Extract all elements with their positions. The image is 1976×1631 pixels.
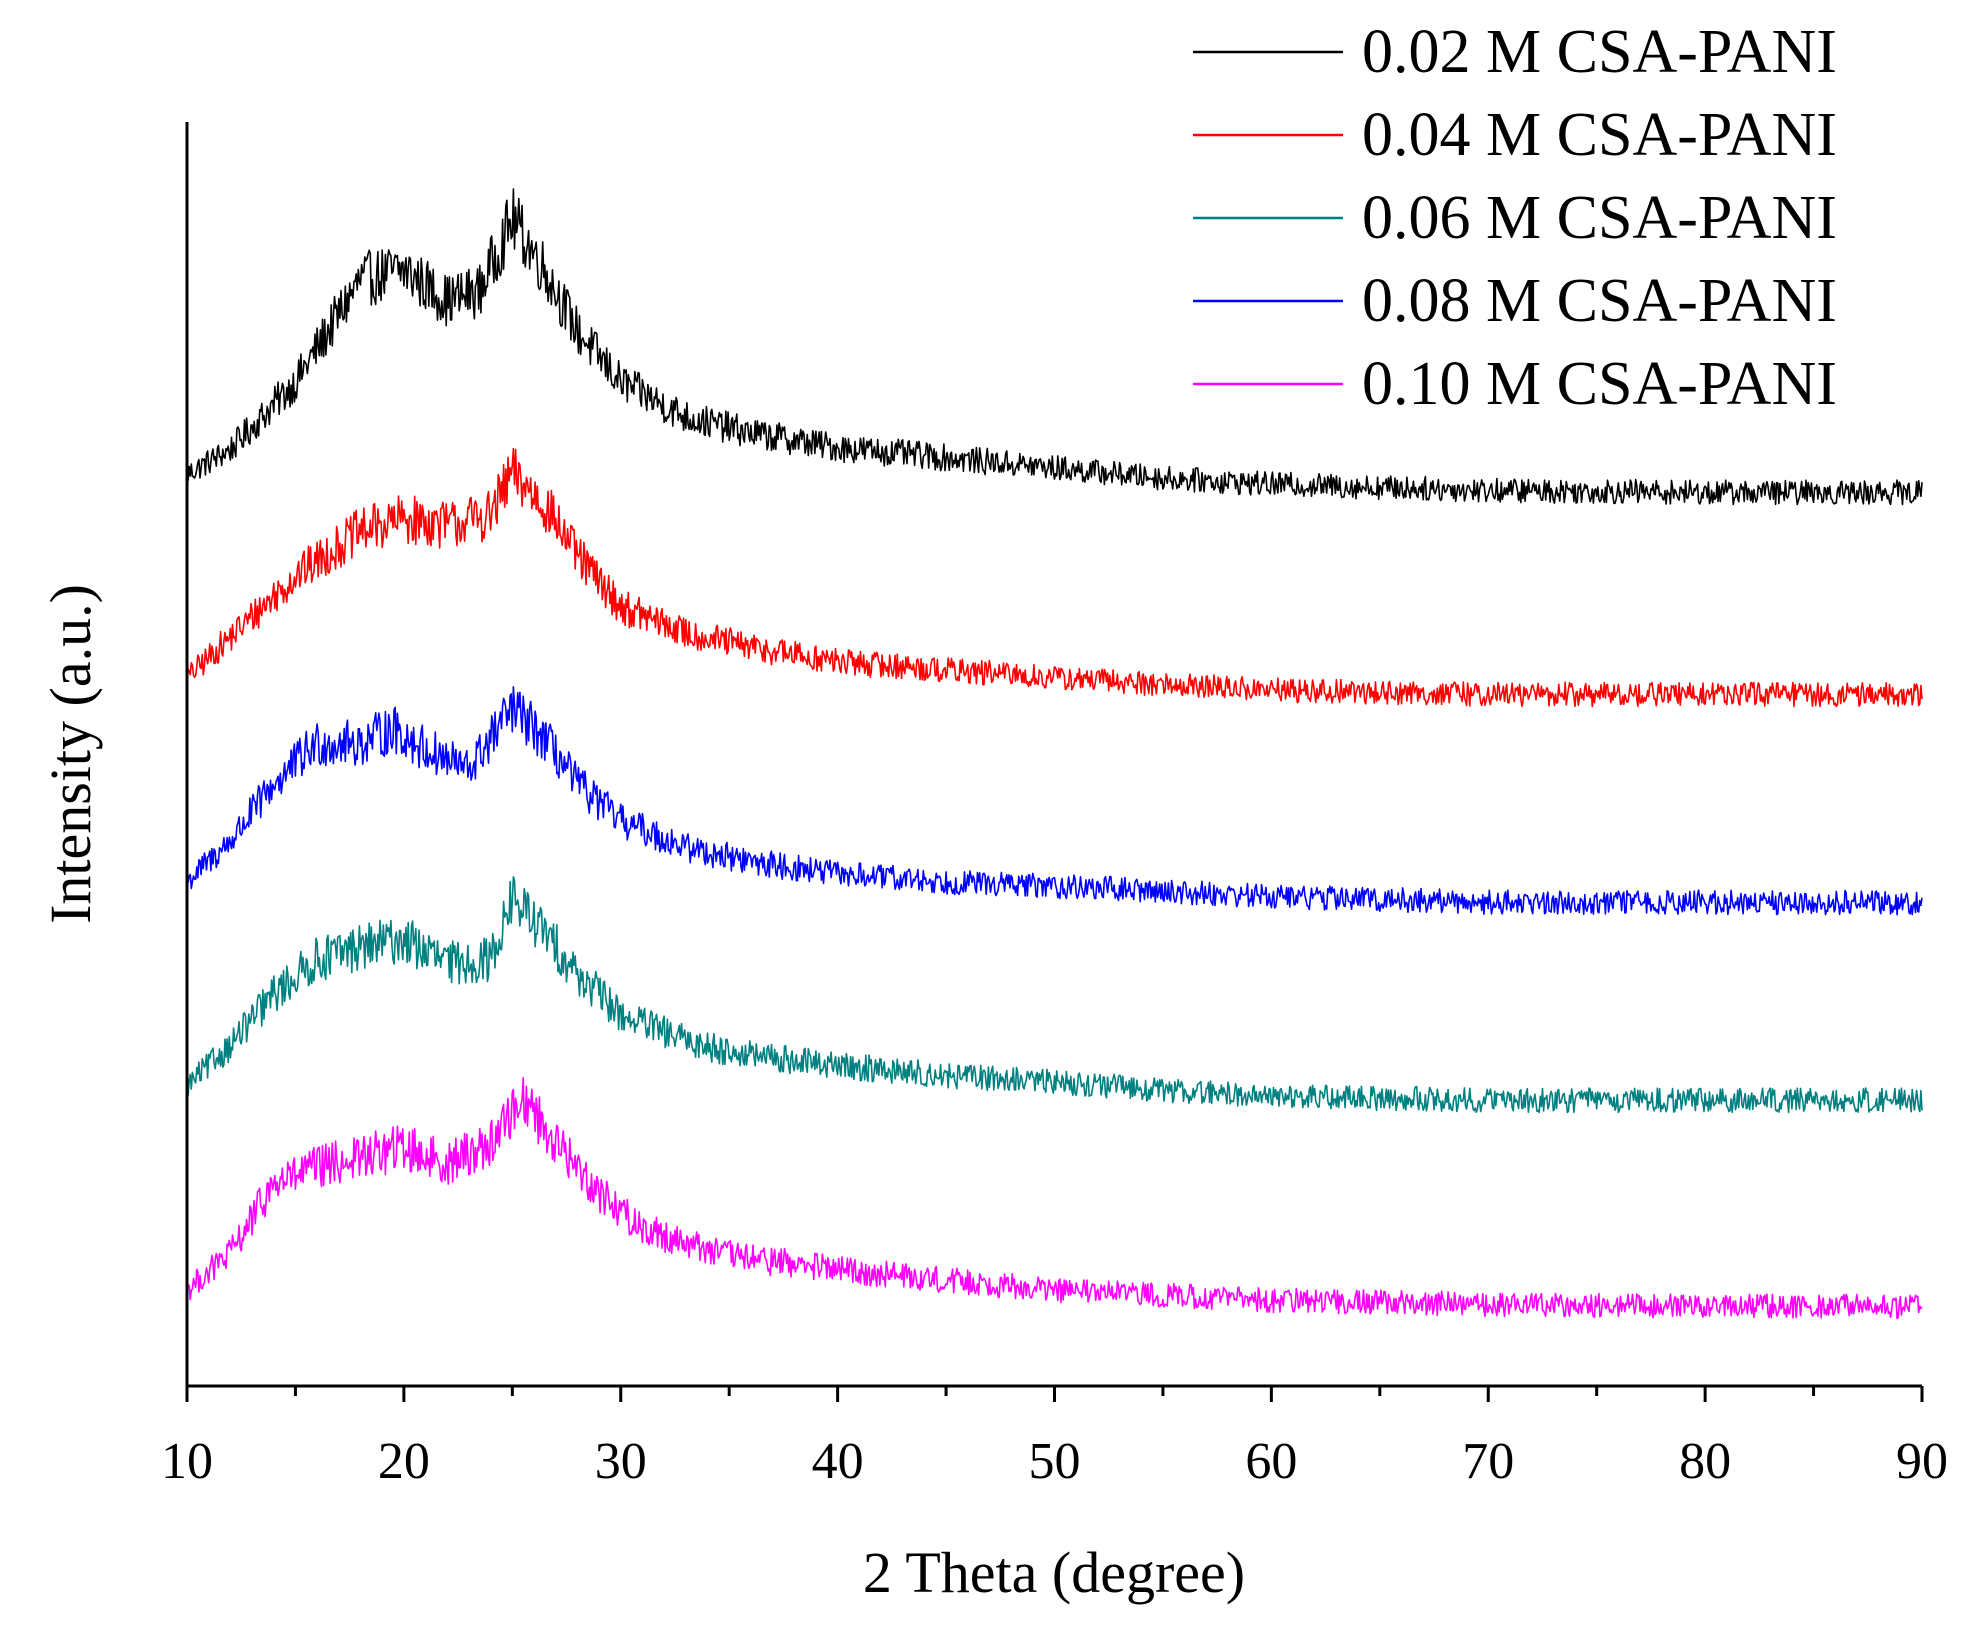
x-tick-label-70: 70 [1462,1433,1514,1490]
x-axis-ticks: 10 20 30 40 50 60 70 80 90 [161,1386,1948,1490]
legend-label: 0.04 M CSA-PANI [1362,101,1837,169]
legend-entry-0-06-m-csa-pani: 0.06 M CSA-PANI [1193,184,1837,252]
legend-entry-0-10-m-csa-pani: 0.10 M CSA-PANI [1193,350,1837,418]
x-tick-label-20: 20 [378,1433,430,1490]
legend-label: 0.06 M CSA-PANI [1362,184,1837,252]
x-tick-label-30: 30 [595,1433,647,1490]
x-tick-label-80: 80 [1679,1433,1731,1490]
series-layer [186,188,1923,1320]
legend: 0.02 M CSA-PANI 0.04 M CSA-PANI 0.06 M CSA… [1193,18,1837,418]
legend-label: 0.10 M CSA-PANI [1362,350,1837,418]
x-tick-label-10: 10 [161,1433,213,1490]
x-tick-label-40: 40 [812,1433,864,1490]
series-line-0-02-m-csa-pani [186,188,1923,506]
x-tick-label-50: 50 [1029,1433,1081,1490]
x-tick-label-60: 60 [1245,1433,1297,1490]
y-axis-title: Intensity (a.u.) [38,584,103,924]
series-line-0-04-m-csa-pani [186,447,1923,708]
series-line-0-06-m-csa-pani [186,876,1923,1114]
legend-entry-0-02-m-csa-pani: 0.02 M CSA-PANI [1193,18,1837,86]
legend-label: 0.02 M CSA-PANI [1362,18,1837,86]
legend-entry-0-08-m-csa-pani: 0.08 M CSA-PANI [1193,267,1837,335]
x-axis-title: 2 Theta (degree) [863,1540,1245,1605]
legend-entry-0-04-m-csa-pani: 0.04 M CSA-PANI [1193,101,1837,169]
series-line-0-08-m-csa-pani [186,685,1923,916]
series-line-0-10-m-csa-pani [186,1077,1923,1320]
x-tick-label-90: 90 [1896,1433,1948,1490]
legend-label: 0.08 M CSA-PANI [1362,267,1837,335]
